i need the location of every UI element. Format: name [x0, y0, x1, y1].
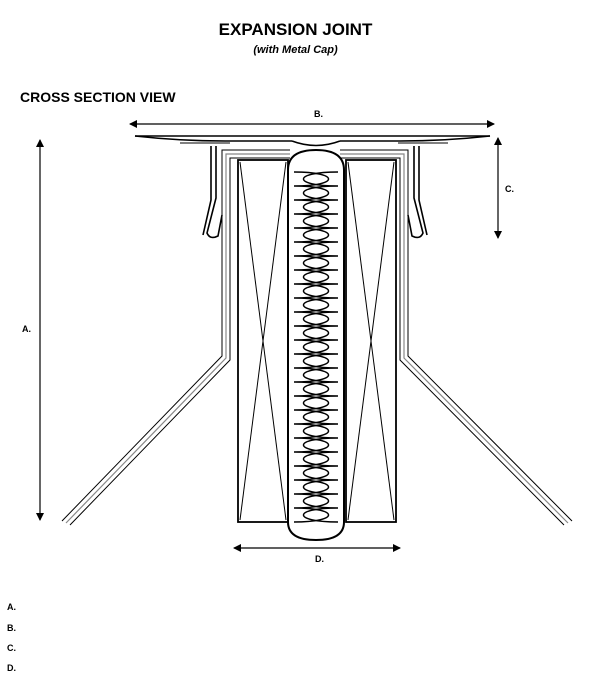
left-cap-flange [202, 146, 223, 239]
right-blocking [345, 159, 397, 523]
insulation-tube [287, 148, 345, 542]
legend-item-a: A. [7, 602, 16, 612]
insulation-coil [293, 171, 339, 523]
dimension-b-label: B. [314, 109, 323, 119]
legend-item-b: B. [7, 623, 16, 633]
diagram-title: EXPANSION JOINT [218, 20, 373, 39]
dimension-a-label: A. [22, 324, 31, 334]
left-blocking [237, 159, 289, 523]
dimension-d-label: D. [315, 554, 324, 564]
left-base-flashing [61, 149, 290, 526]
metal-cap [134, 135, 491, 147]
legend-item-c: C. [7, 643, 16, 653]
section-heading: CROSS SECTION VIEW [20, 89, 176, 105]
right-base-flashing [340, 149, 573, 526]
right-cap-flange [407, 146, 428, 239]
diagram-subtitle: (with Metal Cap) [253, 44, 338, 56]
dimension-c-label: C. [505, 184, 514, 194]
legend-item-d: D. [7, 663, 16, 673]
